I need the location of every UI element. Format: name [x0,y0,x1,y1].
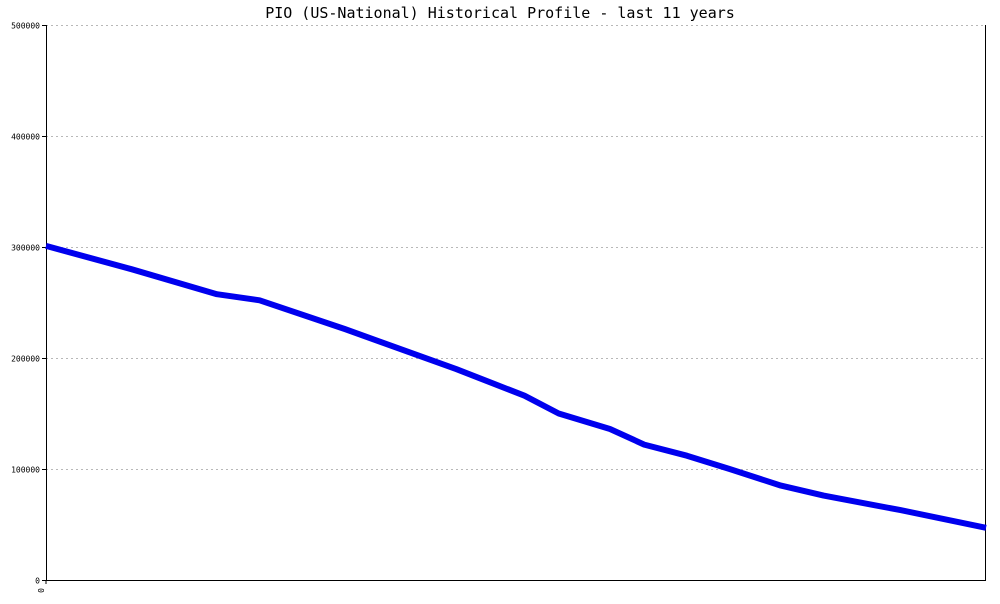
y-tick-label: 100000 [11,466,40,475]
y-tick-label: 200000 [11,355,40,364]
y-tick-label: 300000 [11,244,40,253]
y-tick-label: 500000 [11,22,40,31]
series-layer [46,246,986,528]
gridlines [46,26,986,470]
y-tick-label: 0 [35,577,40,586]
chart-title: PIO (US-National) Historical Profile - l… [265,4,735,22]
y-tick-label: 400000 [11,133,40,142]
series-line [46,246,986,528]
x-tick-label: 0 [37,588,46,593]
tick-labels: 0 100000 200000 300000 400000 500000 0 [11,22,46,593]
